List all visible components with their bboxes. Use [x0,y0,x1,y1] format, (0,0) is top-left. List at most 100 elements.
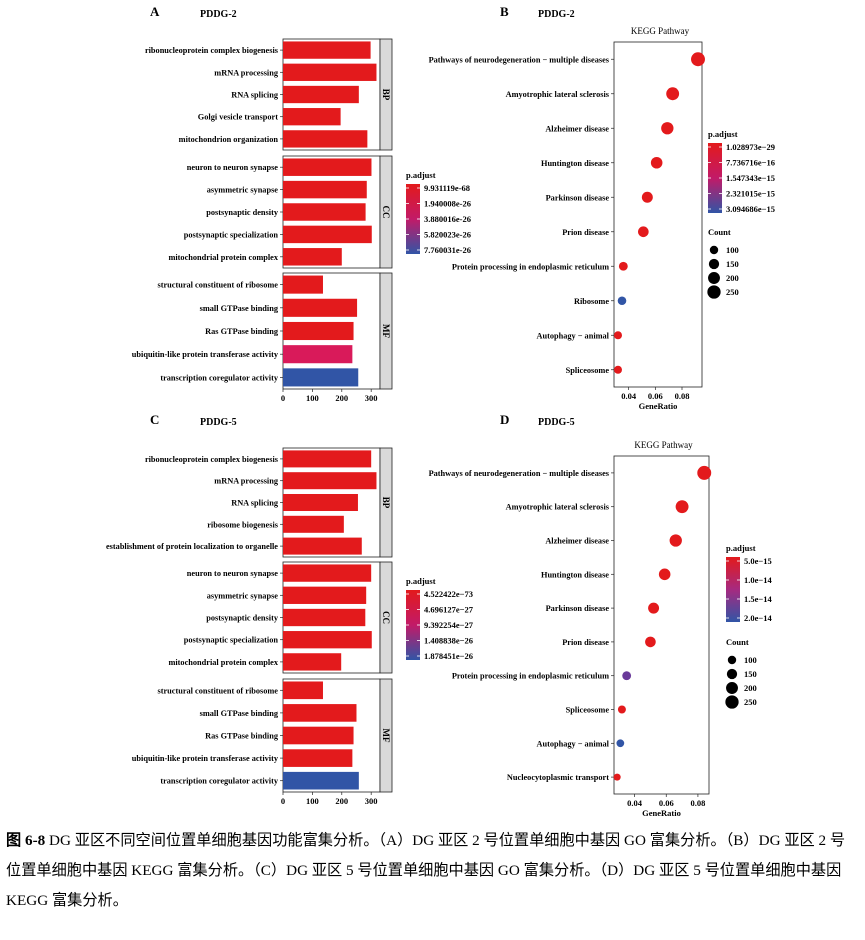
bar-establishment-of-protein-localization-to-organelle [283,537,362,555]
bar-label-postsynaptic-specialization: postsynaptic specialization [184,230,279,239]
term-label-alzheimer-disease: Alzheimer disease [545,537,609,546]
term-label-amyotrophic-lateral-sclerosis: Amyotrophic lateral sclerosis [506,90,610,99]
bar-label-establishment-of-protein-localization-to-organelle: establishment of protein localization to… [106,542,278,551]
panel-b: B PDDG-2 KEGG Pathway Pathways of neurodege… [429,4,775,411]
panel-title: PDDG-5 [200,417,237,428]
padjust-legend-label: 2.321015e−15 [726,189,775,199]
dot-pathways-of-neurodegeneration-multiple-diseases [697,465,712,480]
term-label-pathways-of-neurodegeneration-multiple-diseases: Pathways of neurodegeneration − multiple… [429,55,610,64]
x-tick-label: 0.06 [648,391,663,401]
term-label-protein-processing-in-endoplasmic-reticulum: Protein processing in endoplasmic reticu… [452,672,609,681]
padjust-colorbar [726,557,740,622]
dot-pathways-of-neurodegeneration-multiple-diseases [691,52,705,67]
facet-bp: BP ribonucleoprotein complex biogenesis mR… [145,38,393,151]
facet-strip-label: BP [381,497,391,509]
term-label-prion-disease: Prion disease [562,228,609,237]
term-label-prion-disease: Prion disease [562,638,609,647]
padjust-legend-title: p.adjust [726,543,756,553]
caption-text: DG 亚区不同空间位置单细胞基因功能富集分析。（A）DG 亚区 2 号位置单细胞… [6,832,846,909]
figure-label: 图 6-8 [6,832,46,849]
padjust-legend-label: 1.5e−14 [744,594,772,604]
bar-label-small-gtpase-binding: small GTPase binding [200,304,279,313]
x-tick-label: 0.08 [675,391,690,401]
bar-label-structural-constituent-of-ribosome: structural constituent of ribosome [157,686,278,695]
bar-label-mrna-processing: mRNA processing [214,68,279,77]
facet-strip [379,155,393,269]
dot-protein-processing-in-endoplasmic-reticulum [618,261,628,271]
dot-ribosome [617,296,627,306]
x-axis-title: GeneRatio [639,401,678,411]
bar-label-rna-splicing: RNA splicing [231,91,279,100]
padjust-legend-label: 4.696127e−27 [424,605,474,615]
bar-label-mitochondrion-organization: mitochondrion organization [179,135,279,144]
term-label-protein-processing-in-endoplasmic-reticulum: Protein processing in endoplasmic reticu… [452,262,609,271]
padjust-legend-title: p.adjust [406,170,436,180]
bar-small-gtpase-binding [283,704,357,722]
dot-amyotrophic-lateral-sclerosis [666,87,680,101]
padjust-legend-label: 7.736716e−16 [726,158,775,168]
term-label-huntington-disease: Huntington disease [541,159,609,168]
padjust-legend-label: 1.408838e−26 [424,636,473,646]
term-label-parkinson-disease: Parkinson disease [546,193,610,202]
bar-ribonucleoprotein-complex-biogenesis [283,41,371,59]
dot-alzheimer-disease [669,534,682,547]
bar-label-transcription-coregulator-activity: transcription coregulator activity [160,373,279,382]
panel-d: D PDDG-5 KEGG Pathway Pathways of neurodege… [429,412,773,818]
figure-canvas: A PDDG-2 BP ribonucleoprotein complex bioge… [106,4,775,818]
bar-label-mitochondrial-protein-complex: mitochondrial protein complex [168,253,278,262]
bar-transcription-coregulator-activity [283,771,359,790]
bar-label-ubiquitin-like-protein-transferase-activity: ubiquitin-like protein transferase activ… [132,754,279,763]
facet-cc: CC neuron to neuron synapse asymmetric syn… [168,155,393,269]
term-label-parkinson-disease: Parkinson disease [546,604,610,613]
panel-title: PDDG-2 [538,9,575,20]
facet-bp: BP ribonucleoprotein complex biogenesis mR… [106,447,393,558]
facet-cc: CC neuron to neuron synapse asymmetric syn… [168,561,393,674]
x-tick-label: 0.04 [627,798,643,808]
panel-title: PDDG-2 [200,9,237,20]
facet-strip [379,447,393,558]
count-legend-label: 250 [726,287,739,297]
bar-asymmetric-synapse [283,586,367,604]
bar-asymmetric-synapse [283,180,367,199]
dot-parkinson-disease [641,191,653,203]
count-legend-dot [708,272,720,284]
bar-label-asymmetric-synapse: asymmetric synapse [207,186,279,195]
facet-strip-label: CC [381,206,391,219]
facet-strip [379,272,393,390]
x-tick-label: 300 [365,393,378,403]
term-label-ribosome: Ribosome [574,297,609,306]
plot-frame [613,41,703,388]
bar-label-postsynaptic-specialization: postsynaptic specialization [184,636,279,645]
padjust-legend-label: 9.931119e-68 [424,183,470,193]
bar-label-ras-gtpase-binding: Ras GTPase binding [205,327,279,336]
x-tick-label: 0 [281,796,285,806]
bar-label-postsynaptic-density: postsynaptic density [206,208,279,217]
padjust-legend-label: 1.878451e−26 [424,651,473,661]
term-label-autophagy-animal: Autophagy − animal [536,331,609,340]
padjust-legend-label: 1.547343e−15 [726,173,775,183]
bar-label-neuron-to-neuron-synapse: neuron to neuron synapse [187,163,279,172]
count-legend-label: 100 [726,245,739,255]
bar-mitochondrion-organization [283,130,368,148]
padjust-legend-label: 1.940008e-26 [424,199,471,209]
count-legend-dot [709,245,719,255]
figure-caption: 图 6-8 DG 亚区不同空间位置单细胞基因功能富集分析。（A）DG 亚区 2 … [6,826,858,916]
bar-label-transcription-coregulator-activity: transcription coregulator activity [160,777,279,786]
facet-mf: MF structural constituent of ribosome smal… [132,678,393,793]
bar-neuron-to-neuron-synapse [283,158,372,176]
bar-label-ribonucleoprotein-complex-biogenesis: ribonucleoprotein complex biogenesis [145,455,279,464]
x-tick-label: 300 [365,796,378,806]
term-label-spliceosome: Spliceosome [566,706,610,715]
panel-title: PDDG-5 [538,417,575,428]
bar-rna-splicing [283,85,359,104]
count-legend-dot [708,258,720,270]
bar-mrna-processing [283,472,377,490]
dot-huntington-disease [658,568,671,581]
bar-postsynaptic-density [283,608,366,627]
panel-letter: B [500,4,509,19]
bar-label-ribonucleoprotein-complex-biogenesis: ribonucleoprotein complex biogenesis [145,46,279,55]
bar-label-small-gtpase-binding: small GTPase binding [200,709,279,718]
count-legend-label: 200 [726,273,739,283]
padjust-legend-label: 4.522422e−73 [424,589,473,599]
count-legend-label: 150 [744,669,757,679]
